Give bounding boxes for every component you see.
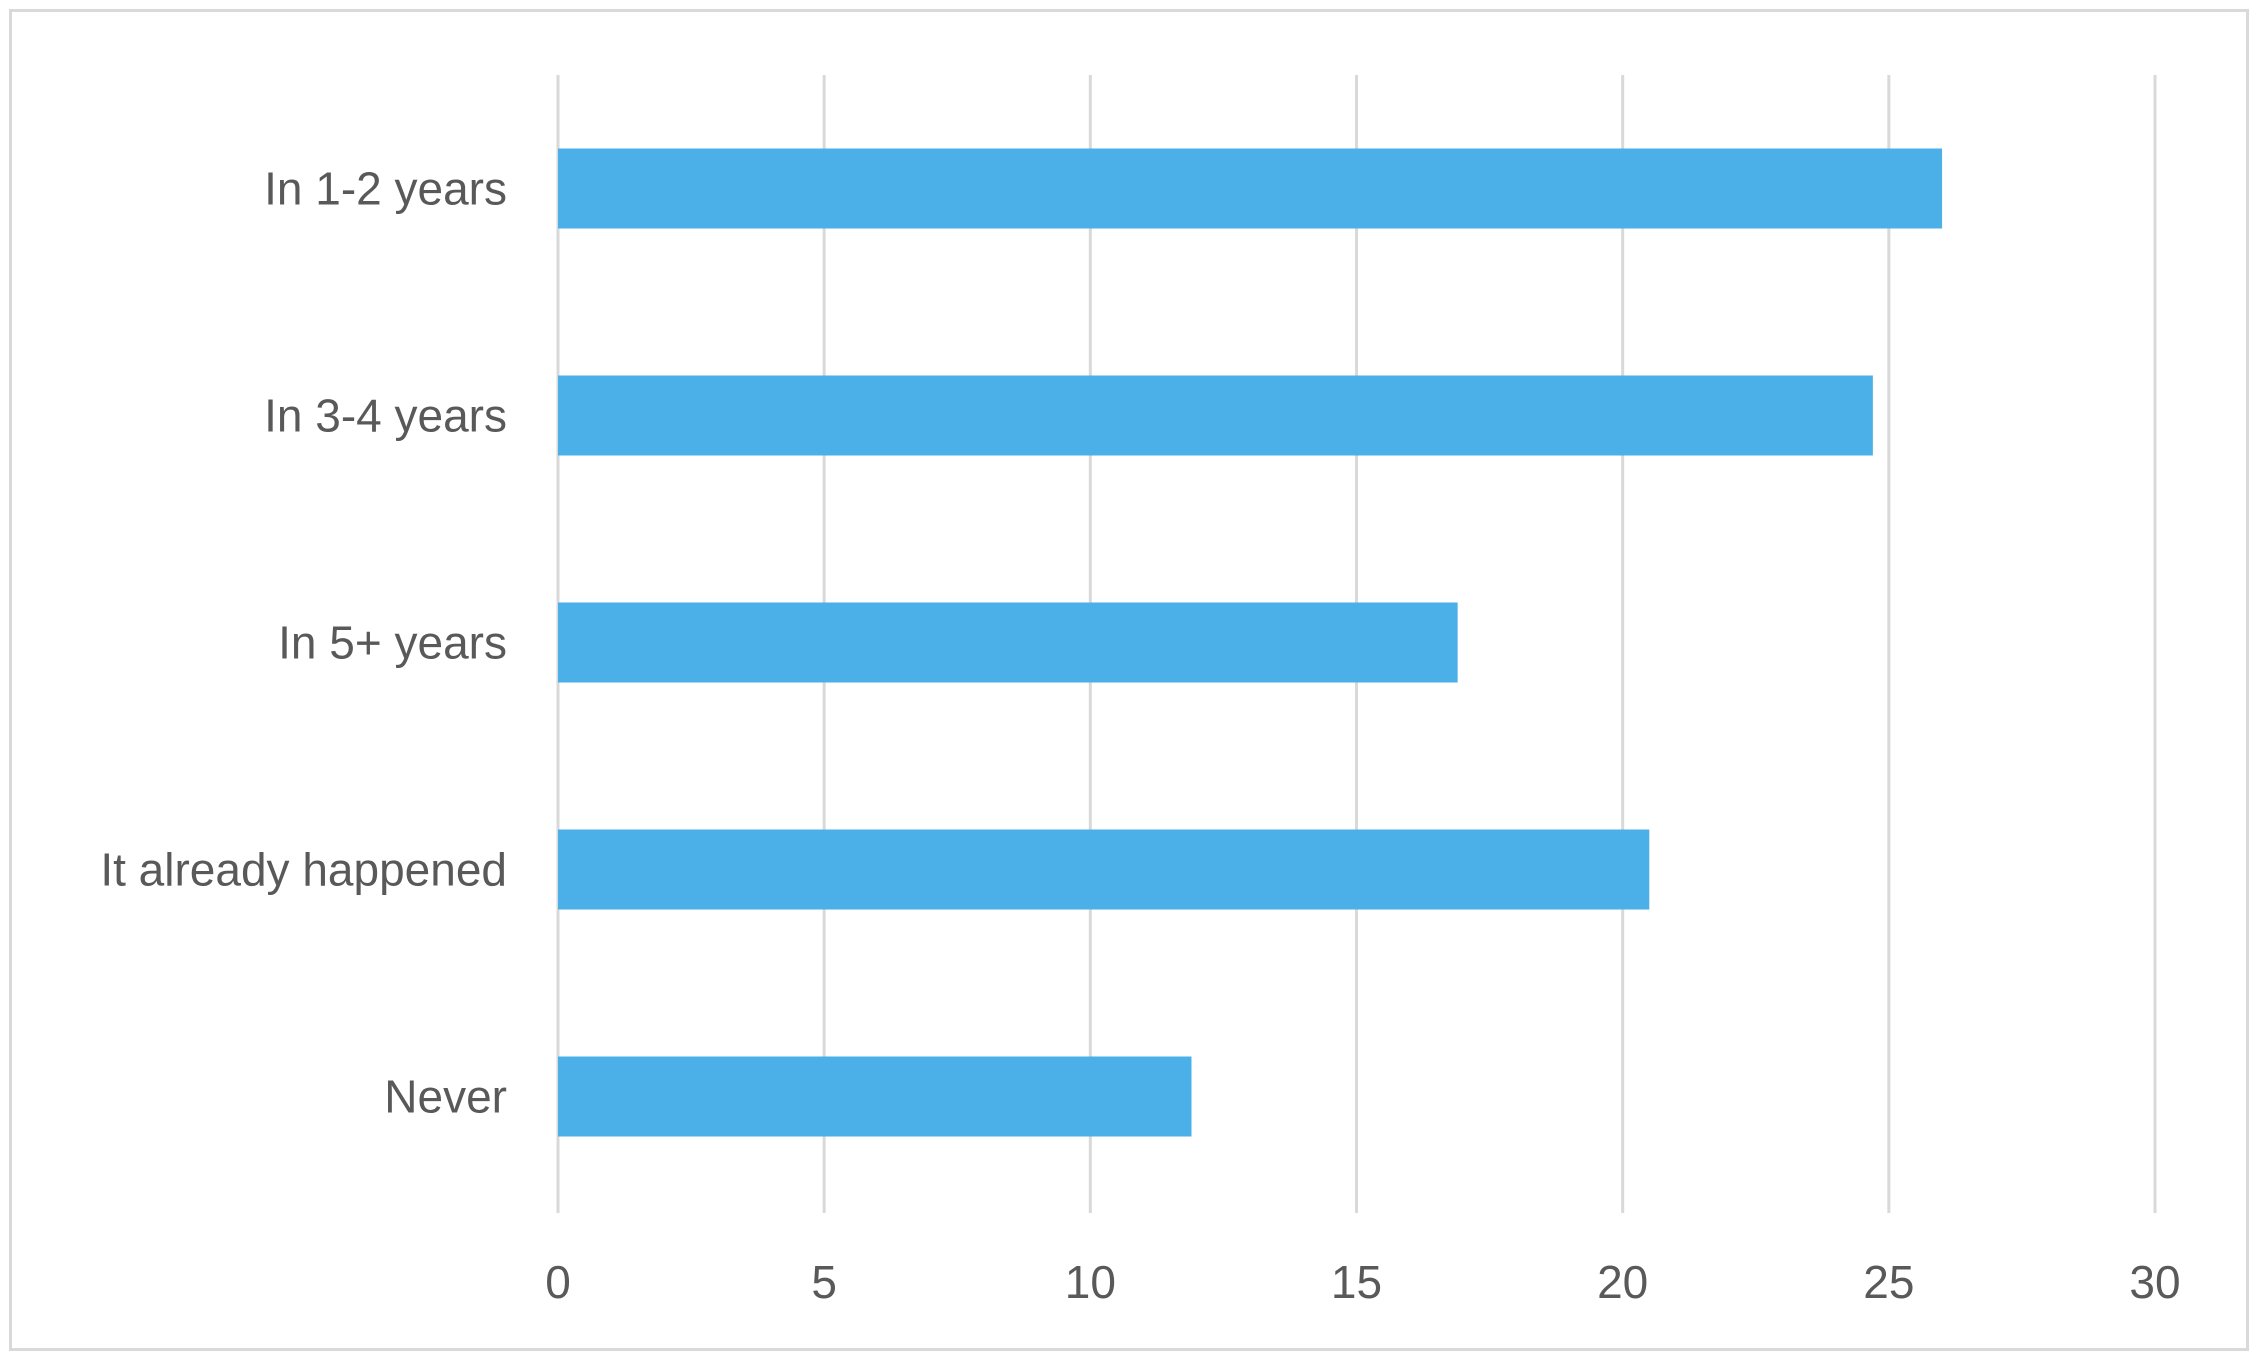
bar-in-1-2-years	[558, 148, 1943, 229]
x-tick-label: 15	[1331, 1256, 1382, 1308]
x-tick-label: 5	[811, 1256, 837, 1308]
category-label: Never	[384, 1071, 507, 1123]
bar-in-3-4-years	[558, 375, 1873, 456]
category-label: In 1-2 years	[264, 163, 507, 215]
bar-never	[558, 1056, 1192, 1137]
category-label: In 5+ years	[278, 617, 507, 669]
x-tick-label: 20	[1597, 1256, 1648, 1308]
x-tick-label: 25	[1863, 1256, 1914, 1308]
bar-in-5-years	[558, 602, 1458, 683]
category-label: It already happened	[100, 844, 507, 896]
category-label: In 3-4 years	[264, 390, 507, 442]
x-tick-labels: 0 5 10 15 20 25 30	[545, 1256, 2180, 1308]
gridlines	[556, 75, 2157, 1213]
category-labels: In 1-2 years In 3-4 years In 5+ years It al…	[100, 163, 507, 1123]
x-tick-label: 30	[2129, 1256, 2180, 1308]
x-tick-label: 0	[545, 1256, 571, 1308]
x-tick-label: 10	[1065, 1256, 1116, 1308]
bar-it-already-happened	[558, 829, 1650, 910]
bars	[558, 148, 1943, 1137]
